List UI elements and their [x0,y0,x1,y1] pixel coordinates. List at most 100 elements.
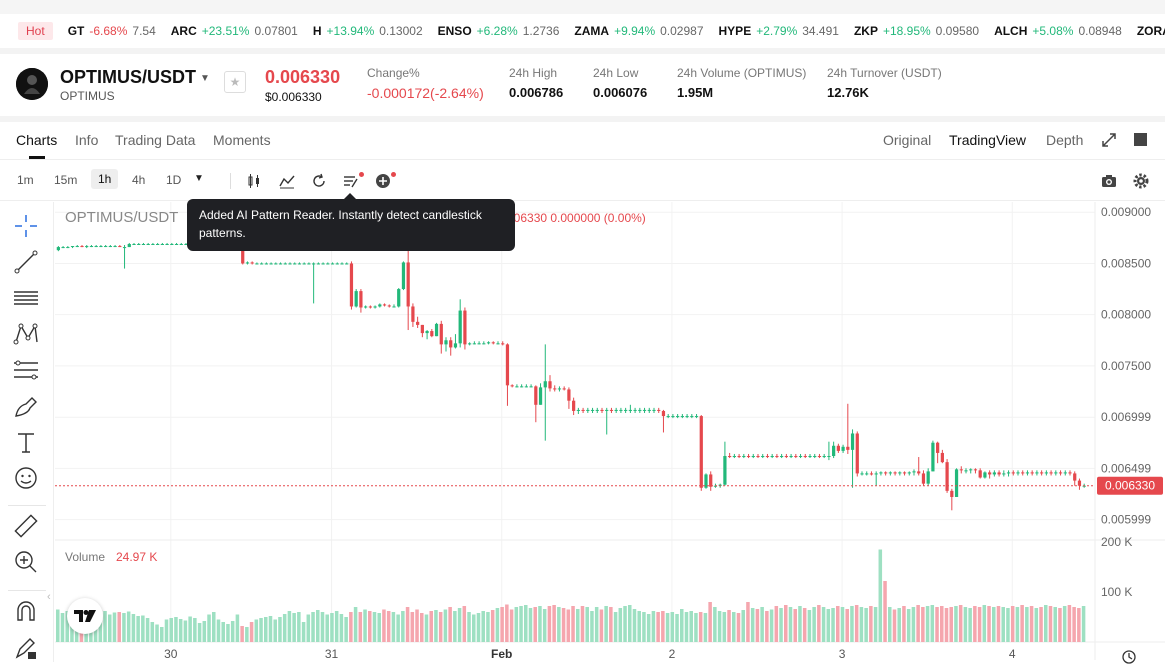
volume-bar [817,605,821,642]
tradingview-logo[interactable] [67,598,103,634]
ticker-item[interactable]: ZKP +18.95% 0.09580 [854,24,979,38]
ai-pattern-icon[interactable] [343,173,359,194]
add-icon[interactable] [375,173,391,194]
chart-canvas[interactable]: 0.006330 0.009000 0.008500 0.008000 0.007500… [55,202,1165,662]
timeframe-1m[interactable]: 1m [17,173,34,187]
zoom-in-icon[interactable] [12,548,40,576]
hot-badge[interactable]: Hot [18,22,53,40]
candle-body [973,469,978,471]
ticker-item[interactable]: ARC +23.51% 0.07801 [171,24,298,38]
candle-body [434,323,439,337]
volume-bar [552,605,556,642]
chevron-down-icon[interactable]: ▼ [200,73,210,84]
magnet-icon[interactable] [12,598,40,626]
candle-body [401,262,406,290]
candle-body [997,472,1001,475]
stat-value: 12.76K [827,85,869,100]
camera-icon[interactable] [1101,173,1117,194]
tab-original[interactable]: Original [883,132,932,148]
volume-bar [1072,607,1076,642]
volume-bar [56,609,60,642]
pattern-icon[interactable] [12,320,40,348]
ticker-item[interactable]: GT -6.68% 7.54 [68,24,156,38]
star-icon[interactable]: ★ [224,71,246,93]
pair-name[interactable]: OPTIMUS/USDT [60,67,197,87]
ticker-item[interactable]: H +13.94% 0.13002 [313,24,423,38]
volume-bar [1025,607,1029,642]
volume-bar [954,606,958,642]
volume-bar [401,611,405,642]
price-chart[interactable]: 0.006330 0.009000 0.008500 0.008000 0.007500… [55,202,1165,662]
candle-type-icon[interactable] [246,173,262,194]
timezone-icon[interactable] [1121,649,1137,670]
stat-value: 0.006076 [593,85,648,100]
candle-body [676,416,680,418]
candle-body [510,385,514,387]
brush-icon[interactable] [12,392,40,420]
candle-body [368,306,372,308]
timeframe-15m[interactable]: 15m [54,173,78,187]
candle-body [330,263,335,265]
volume-bar [467,612,471,642]
indicators-icon[interactable] [279,173,295,194]
crosshair-icon[interactable] [12,212,40,240]
candle-body [822,456,826,458]
tab-depth[interactable]: Depth [1046,132,1084,148]
timeframe-1h[interactable]: 1h [91,169,119,189]
horizontal-lines-icon[interactable] [12,284,40,312]
tab-info[interactable]: Info [75,132,99,148]
candle-body [61,247,65,249]
tab-charts[interactable]: Charts [16,132,58,148]
refresh-icon[interactable] [311,173,327,194]
tab-tradingview[interactable]: TradingView [949,132,1027,148]
volume-bar [519,606,523,642]
candle-body [430,331,434,337]
hot-ticker-bar: Hot GT -6.68% 7.54 ARC +23.51% 0.07801 H +13.94… [0,14,1165,48]
x-tick-label: 31 [325,647,339,661]
emoji-icon[interactable] [12,464,40,492]
ticker-item[interactable]: ZAMA +9.94% 0.02987 [574,24,703,38]
candle-body [293,263,297,265]
tab-moments[interactable]: Moments [213,132,271,148]
tab-trading-data[interactable]: Trading Data [115,132,196,148]
trend-line-icon[interactable] [12,248,40,276]
volume-bar [642,612,646,642]
ticker-item[interactable]: ZORA+8.4 [1137,24,1165,38]
lock-drawing-icon[interactable] [12,634,40,662]
candle-body [56,247,60,251]
stat-24h-turnover: 24h Turnover (USDT) 12.76K [827,66,942,100]
candle-body [1040,472,1044,474]
ticker-items: GT -6.68% 7.54 ARC +23.51% 0.07801 H +13.94% 0.1… [53,24,1165,38]
volume-bar [169,618,173,642]
toolbar-divider [8,505,46,506]
ticker-item[interactable]: ENSO +6.28% 1.2736 [438,24,560,38]
text-icon[interactable] [12,428,40,456]
candle-body [647,409,651,411]
candle-body [340,263,344,265]
volume-bar [637,611,641,642]
volume-bar [628,605,632,642]
new-badge-dot [391,172,396,177]
candle-body [354,291,358,307]
volume-bar [585,607,589,642]
volume-bar [282,614,287,642]
gear-icon[interactable] [1133,173,1149,194]
volume-bar [60,613,65,642]
timeframe-4h[interactable]: 4h [132,173,146,187]
volume-tick-label: 100 K [1101,585,1132,599]
expand-icon[interactable] [1101,132,1117,153]
chevron-down-icon[interactable]: ▼ [194,173,204,184]
collapse-arrow-icon[interactable]: ‹ [47,591,51,603]
ruler-icon[interactable] [12,512,40,540]
timeframe-1d[interactable]: 1D [166,173,182,187]
candle-body [387,305,391,307]
candle-body [798,456,803,458]
candle-body [392,306,396,308]
ticker-item[interactable]: HYPE +2.79% 34.491 [719,24,839,38]
ticker-item[interactable]: ALCH +5.08% 0.08948 [994,24,1122,38]
fib-retracement-icon[interactable] [12,356,40,384]
candle-body [260,263,264,265]
candle-body [619,409,623,411]
layout-icon[interactable] [1134,133,1147,146]
volume-bar [1077,608,1081,642]
